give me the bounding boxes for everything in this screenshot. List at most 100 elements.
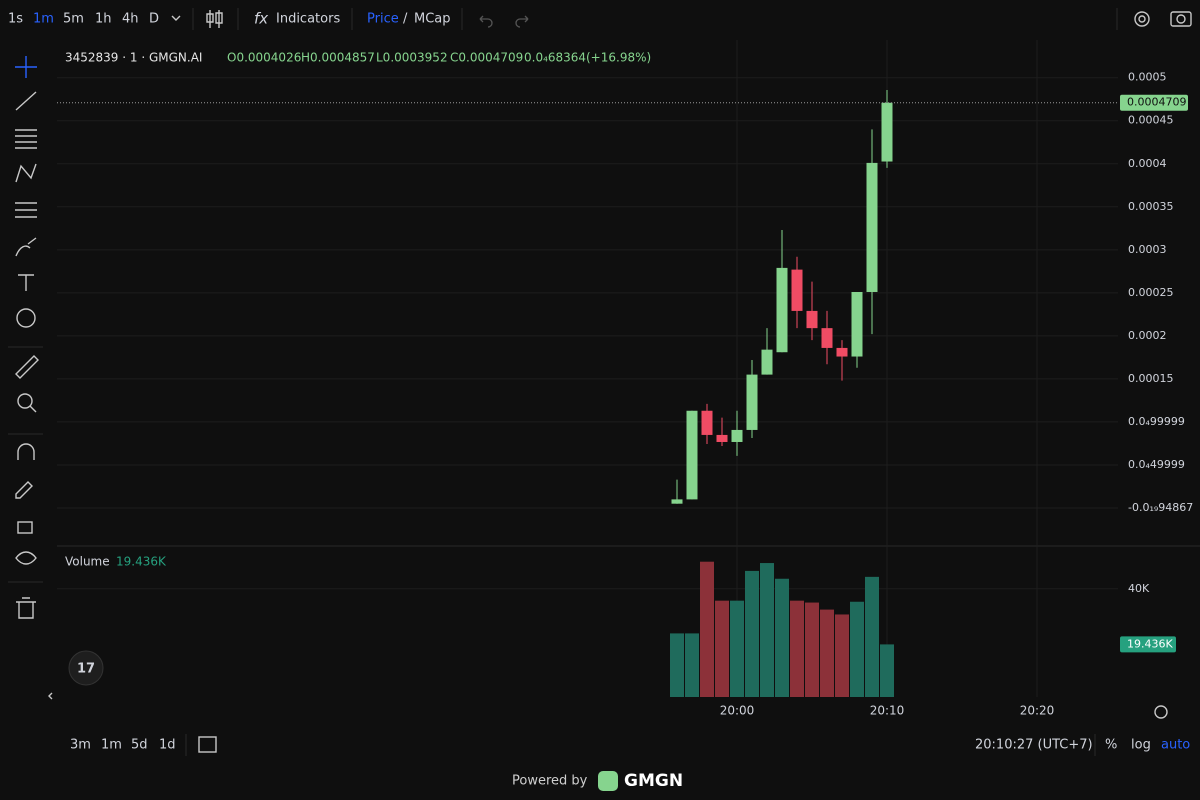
- symbol-label: 3452839 · 1 · GMGN.AI: [65, 51, 202, 65]
- projection-tool[interactable]: [15, 202, 37, 218]
- indicators-button[interactable]: Indicators: [276, 12, 340, 27]
- crosshair-tool[interactable]: [15, 56, 37, 78]
- volume-bar: [760, 563, 774, 697]
- volume-bar: [805, 602, 819, 697]
- dropdown-icon[interactable]: [171, 15, 181, 21]
- lock-tool[interactable]: [17, 521, 33, 534]
- candle-body: [761, 349, 773, 375]
- visibility-tool[interactable]: [15, 551, 37, 565]
- redo-icon[interactable]: [515, 15, 529, 28]
- last-price-box: [1120, 94, 1188, 111]
- y-tick-label: 0.0₄99999: [1128, 415, 1185, 428]
- range-button[interactable]: 1m: [101, 738, 122, 753]
- candle-body: [701, 410, 713, 435]
- candle-body: [731, 429, 743, 442]
- candle-body: [881, 102, 893, 162]
- drawing-toolbar: [15, 56, 39, 619]
- emoji-tool[interactable]: [16, 308, 36, 328]
- settings-icon-center: [1138, 15, 1146, 23]
- candle-body: [821, 328, 833, 348]
- range-button[interactable]: 1d: [159, 738, 176, 753]
- pattern-tool[interactable]: [15, 163, 37, 183]
- candle-body: [671, 499, 683, 504]
- price-toggle[interactable]: Price: [367, 12, 399, 27]
- candle-body: [836, 347, 848, 357]
- brand-logo: [598, 771, 618, 791]
- volume-bar: [715, 600, 729, 697]
- brand-name: GMGN: [624, 771, 683, 791]
- y-tick-label: 0.0003: [1128, 243, 1167, 256]
- y-tick-label: 0.00025: [1128, 286, 1174, 299]
- tv-logo-mark: 17: [77, 662, 95, 677]
- volume-bar: [865, 576, 879, 697]
- last-price-label: 0.0004709: [1127, 96, 1187, 109]
- volume-value: 19.436K: [116, 555, 167, 569]
- percent-toggle[interactable]: %: [1105, 738, 1117, 753]
- interval[interactable]: 5m: [63, 12, 84, 27]
- volume-bar: [850, 601, 864, 697]
- tv-logo[interactable]: [68, 650, 104, 686]
- separator: /: [403, 12, 408, 27]
- undo-icon[interactable]: [479, 15, 493, 28]
- candle-body: [851, 291, 863, 357]
- candle-body: [746, 374, 758, 430]
- volume-bar: [730, 600, 744, 697]
- interval[interactable]: 1s: [8, 12, 23, 27]
- log-toggle[interactable]: log: [1131, 738, 1151, 753]
- y-tick-label: 0.00035: [1128, 200, 1174, 213]
- auto-toggle[interactable]: auto: [1161, 738, 1190, 753]
- line-tool[interactable]: [15, 91, 37, 111]
- volume-title: Volume: [65, 555, 110, 569]
- volume-bar: [700, 561, 714, 697]
- text-tool[interactable]: [18, 274, 34, 291]
- fib-tool[interactable]: [15, 129, 37, 149]
- volume-bar: [820, 609, 834, 697]
- volume-bar: [745, 570, 759, 697]
- last-volume-label: 19.436K: [1127, 637, 1173, 650]
- brush-tool[interactable]: [15, 237, 37, 257]
- ohlc-close: C0.0004709: [450, 51, 523, 65]
- y-tick-label: 0.00045: [1128, 114, 1174, 127]
- candle-body: [686, 410, 698, 500]
- candle-type-icon[interactable]: [206, 10, 223, 28]
- y-tick-label: 0.0005: [1128, 71, 1167, 84]
- interval[interactable]: D: [149, 12, 159, 27]
- candle-body: [716, 434, 728, 442]
- interval[interactable]: 1m: [33, 12, 54, 27]
- ohlc-low: L0.0003952: [376, 51, 448, 65]
- zoom-tool[interactable]: [17, 393, 33, 409]
- candle-body: [776, 267, 788, 353]
- indicators-icon[interactable]: fx: [254, 10, 268, 28]
- y-tick-label: 0.00015: [1128, 372, 1174, 385]
- screenshot-icon[interactable]: [1170, 11, 1192, 27]
- candle-body: [791, 269, 803, 311]
- ohlc-change-pct: (+16.98%): [586, 51, 651, 65]
- volume-bar: [775, 578, 789, 697]
- ohlc-change: 0.0₄68364: [524, 51, 586, 65]
- range-button[interactable]: 3m: [70, 738, 91, 753]
- y-tick-label: 0.0002: [1128, 329, 1167, 342]
- screenshot-lens: [1176, 14, 1186, 24]
- range-button[interactable]: 5d: [131, 738, 148, 753]
- powered-by: Powered by: [512, 774, 588, 789]
- lock-draw-tool[interactable]: [15, 481, 33, 499]
- delete-tool[interactable]: [16, 597, 36, 619]
- candle-body: [806, 310, 818, 329]
- mcap-toggle[interactable]: MCap: [414, 12, 451, 27]
- goto-date-icon[interactable]: [198, 736, 217, 753]
- clock: 20:10:27 (UTC+7): [975, 738, 1093, 753]
- axis-settings-icon[interactable]: [1154, 705, 1168, 719]
- interval[interactable]: 4h: [122, 12, 139, 27]
- settings-icon[interactable]: [1134, 11, 1150, 27]
- x-tick-label: 20:00: [720, 704, 755, 718]
- interval[interactable]: 1h: [95, 12, 112, 27]
- y-tick-label: -0.0₁₉94867: [1128, 501, 1193, 514]
- candle-body: [866, 162, 878, 292]
- magnet-tool[interactable]: [17, 443, 35, 460]
- collapse-icon[interactable]: [48, 692, 53, 700]
- volume-bar: [685, 633, 699, 697]
- ruler-tool[interactable]: [15, 355, 39, 379]
- ohlc-high: H0.0004857: [301, 51, 375, 65]
- volume-bar: [670, 633, 684, 697]
